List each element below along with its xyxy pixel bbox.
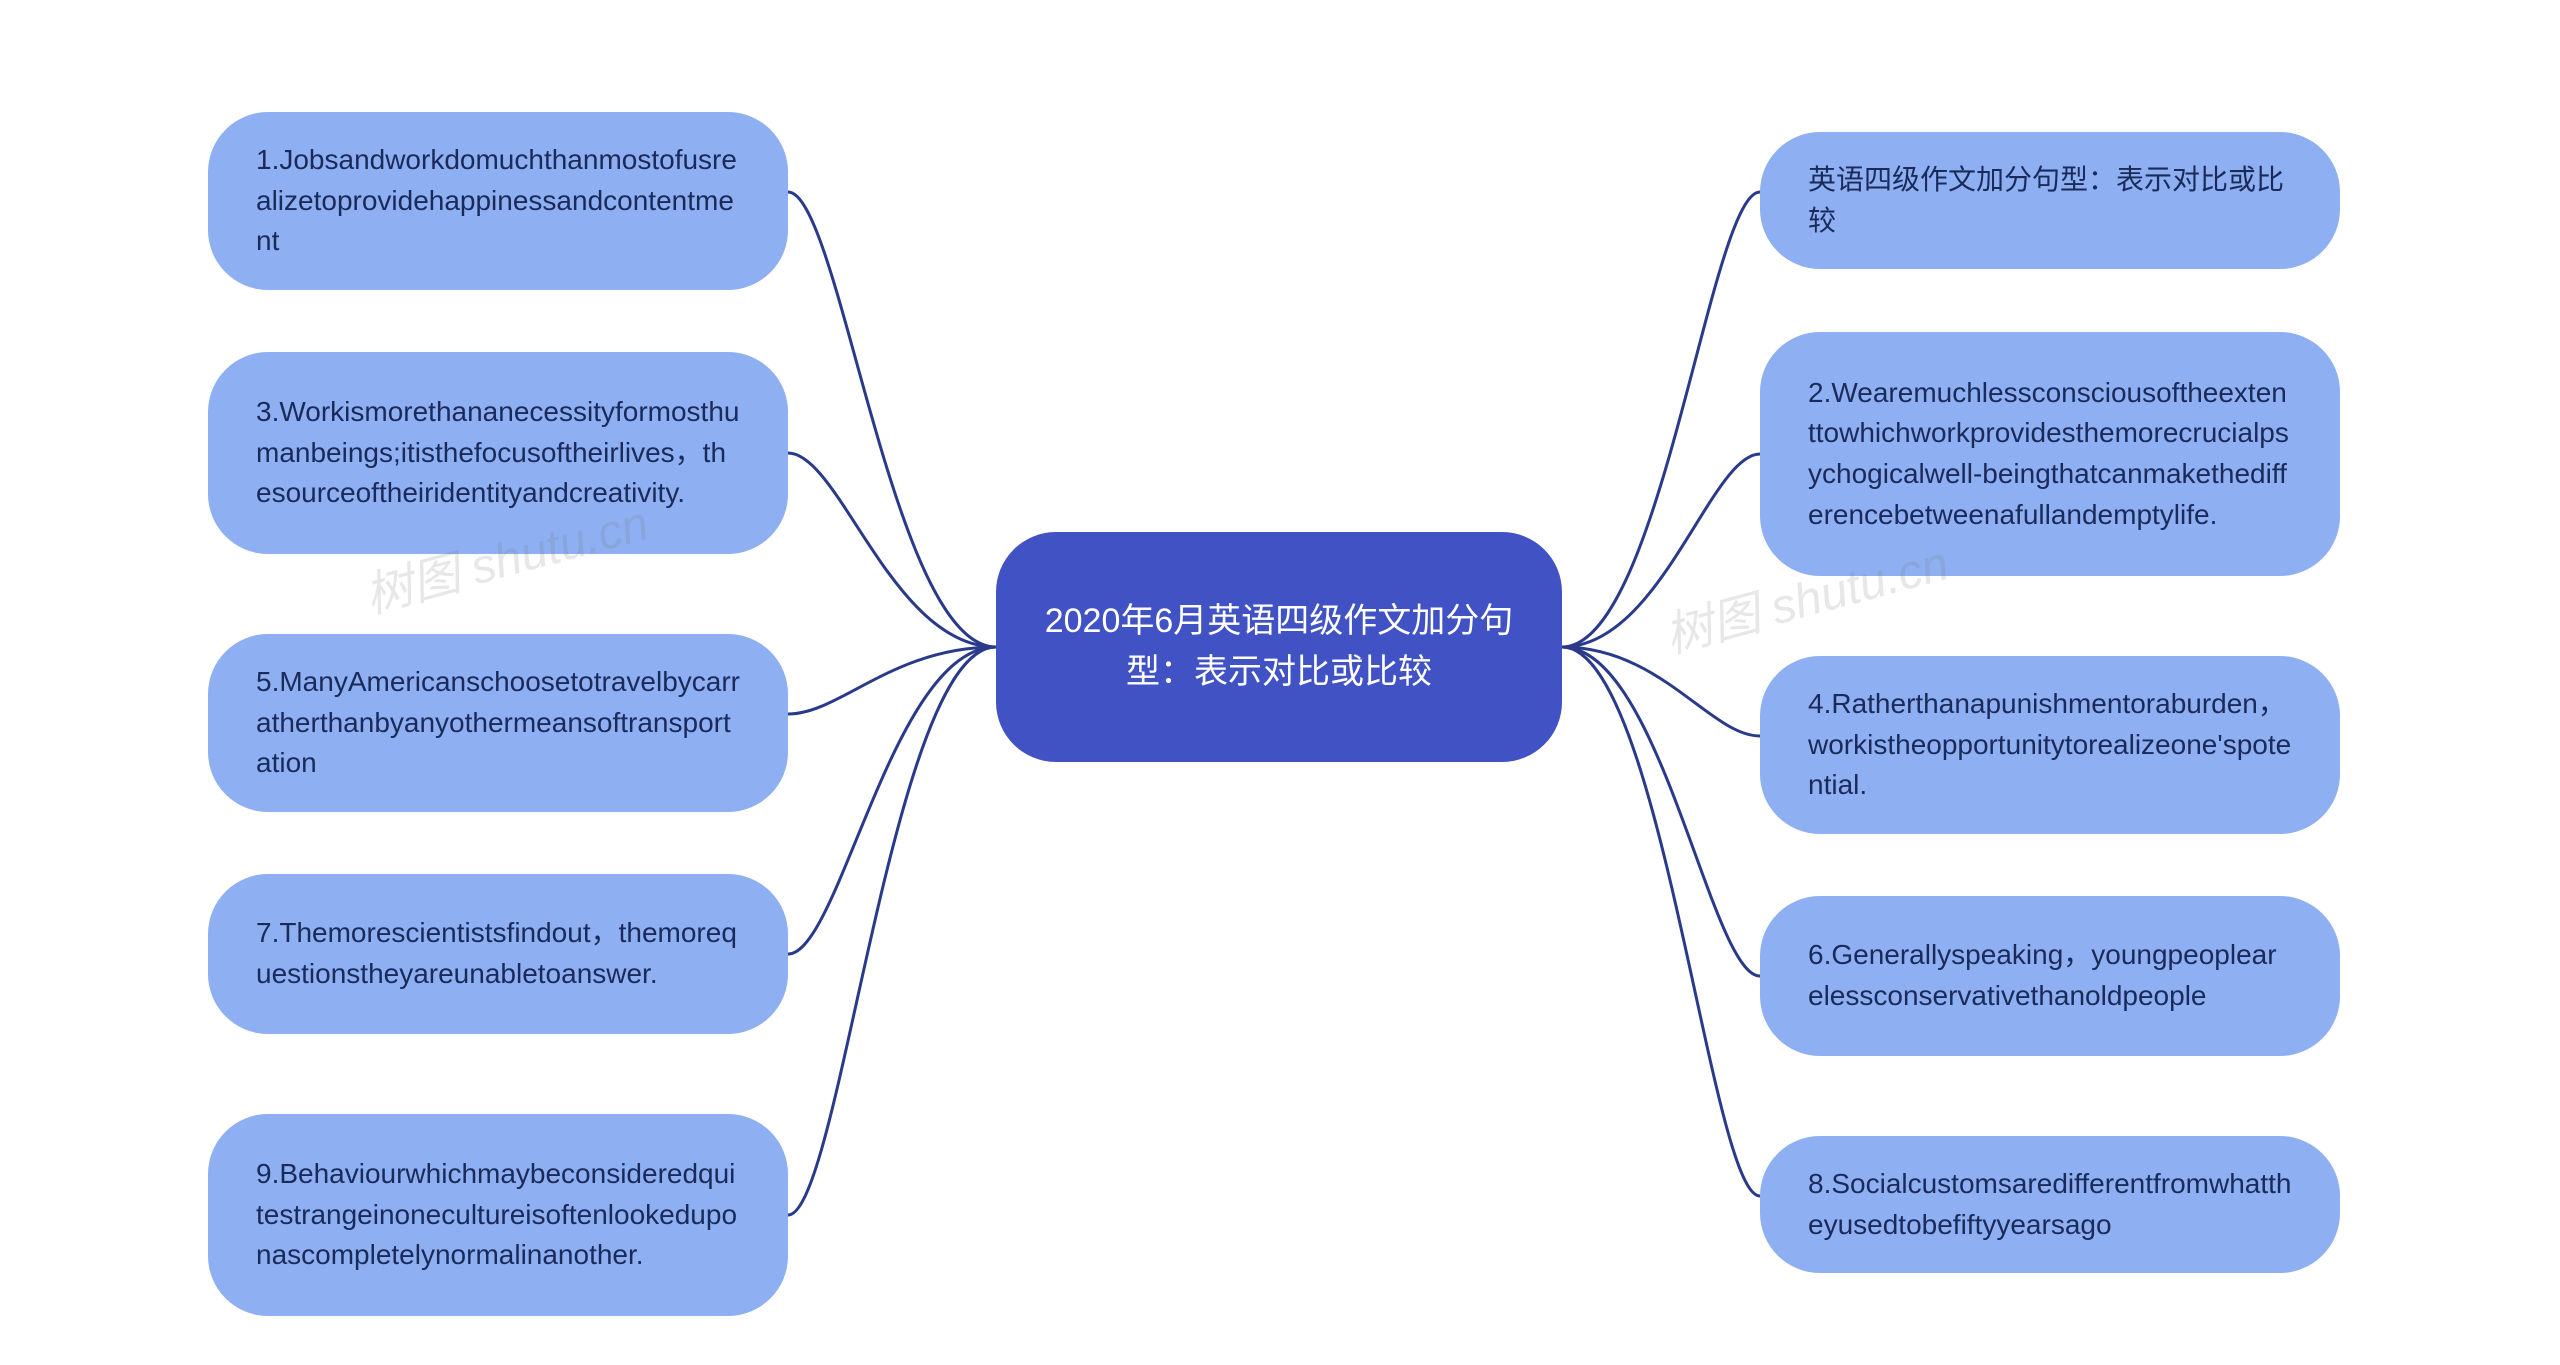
connector — [788, 647, 996, 714]
child-node-r4: 4.Ratherthanapunishmentoraburden，workist… — [1760, 656, 2340, 834]
connector — [1562, 454, 1760, 647]
connector — [788, 647, 996, 1215]
mindmap-canvas: 2020年6月英语四级作文加分句型：表示对比或比较 1.Jobsandworkdo… — [0, 0, 2560, 1365]
center-node: 2020年6月英语四级作文加分句型：表示对比或比较 — [996, 532, 1562, 762]
connector — [1562, 647, 1760, 736]
connector — [788, 453, 996, 647]
connector — [1562, 647, 1760, 976]
connector — [1562, 192, 1760, 647]
child-node-l5: 5.ManyAmericanschoosetotravelbycarrather… — [208, 634, 788, 812]
child-node-l7: 7.Themorescientistsfindout，themorequesti… — [208, 874, 788, 1034]
child-node-r6: 6.Generallyspeaking，youngpeoplearelessco… — [1760, 896, 2340, 1056]
connector — [1562, 647, 1760, 1196]
connector — [788, 192, 996, 647]
child-node-l9: 9.Behaviourwhichmaybeconsideredquitestra… — [208, 1114, 788, 1316]
child-node-l3: 3.Workismorethananecessityformosthumanbe… — [208, 352, 788, 554]
child-node-r0: 英语四级作文加分句型：表示对比或比较 — [1760, 132, 2340, 269]
child-node-r2: 2.Wearemuchlessconsciousoftheextenttowhi… — [1760, 332, 2340, 576]
connector — [788, 647, 996, 954]
child-node-l1: 1.Jobsandworkdomuchthanmostofusrealizeto… — [208, 112, 788, 290]
child-node-r8: 8.Socialcustomsaredifferentfromwhattheyu… — [1760, 1136, 2340, 1273]
